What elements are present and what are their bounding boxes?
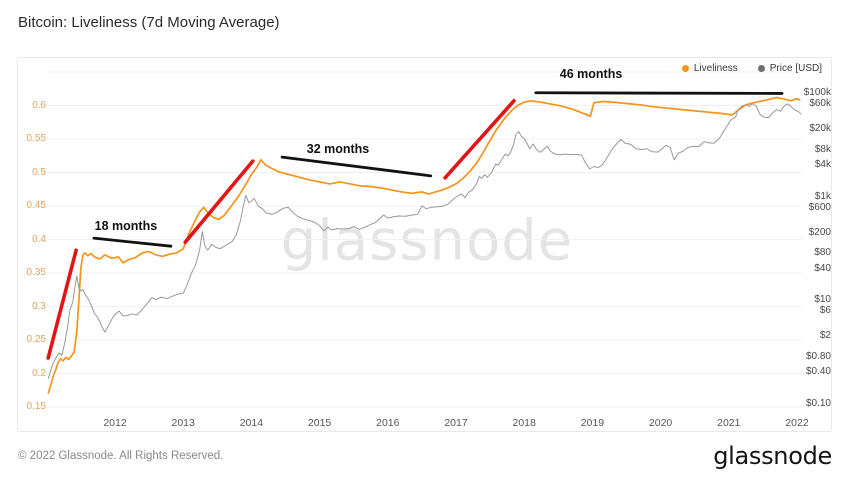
left-axis-tick: 0.3 xyxy=(32,300,46,312)
left-axis-tick: 0.45 xyxy=(26,200,46,211)
legend-label-price: Price [USD] xyxy=(769,63,822,74)
phase-duration-line xyxy=(534,91,784,95)
x-axis-tick: 2022 xyxy=(785,417,809,429)
copyright-text: © 2022 Glassnode. All Rights Reserved. xyxy=(18,450,224,462)
left-axis-tick: 0.5 xyxy=(32,166,46,178)
price-series-dot xyxy=(757,65,765,72)
phase-duration-label: 32 months xyxy=(307,142,370,156)
left-axis-tick: 0.35 xyxy=(26,267,46,278)
x-axis-tick: 2016 xyxy=(376,417,400,429)
red-trend-line xyxy=(46,248,78,360)
left-axis-tick: 0.15 xyxy=(26,401,46,412)
legend-item-price[interactable]: Price [USD] xyxy=(757,63,822,74)
right-axis-tick: $4k xyxy=(814,159,831,171)
x-axis-tick: 2018 xyxy=(512,417,536,429)
glassnode-logo: glassnode xyxy=(713,442,832,470)
x-axis-tick: 2013 xyxy=(171,417,195,429)
x-axis-tick: 2017 xyxy=(444,417,468,429)
right-axis-tick: $10 xyxy=(814,294,831,305)
x-axis-tick: 2021 xyxy=(717,417,741,429)
left-axis-tick: 0.25 xyxy=(26,334,46,345)
phase-duration-line xyxy=(92,236,173,248)
right-axis-tick: $20k xyxy=(809,123,831,135)
phase-duration-label: 18 months xyxy=(95,219,158,233)
series-liveliness xyxy=(47,96,801,394)
right-axis-tick: $1k xyxy=(814,190,831,202)
right-axis-tick: $6 xyxy=(819,305,831,317)
left-axis-tick: 0.2 xyxy=(32,367,46,379)
x-axis-tick: 2014 xyxy=(239,417,264,429)
legend-label-liveliness: Liveliness xyxy=(693,63,738,74)
series-price-usd- xyxy=(47,103,802,379)
liveliness-series-dot xyxy=(681,65,689,72)
phase-duration-line xyxy=(280,155,433,178)
right-axis-tick: $100k xyxy=(803,87,831,98)
right-axis-tick: $600 xyxy=(808,201,831,213)
red-trend-line xyxy=(443,99,516,180)
right-axis-tick: $60k xyxy=(809,98,831,110)
right-axis-tick: $2 xyxy=(819,330,831,342)
glassnode-watermark: glassnode xyxy=(280,208,574,274)
red-trend-line xyxy=(183,159,255,244)
x-axis-tick: 2012 xyxy=(103,417,127,429)
right-axis-tick: $0.40 xyxy=(805,366,831,378)
x-axis-tick: 2020 xyxy=(648,417,673,429)
right-axis-tick: $0.10 xyxy=(805,397,831,409)
legend-item-liveliness[interactable]: Liveliness xyxy=(681,63,738,74)
left-axis-tick: 0.4 xyxy=(32,233,46,245)
chart-legend: Liveliness Price [USD] xyxy=(681,63,822,74)
right-axis-tick: $8k xyxy=(814,143,831,155)
left-axis-tick: 0.6 xyxy=(32,99,46,111)
x-axis-tick: 2015 xyxy=(307,417,332,429)
x-axis-tick: 2019 xyxy=(580,417,605,429)
page-title: Bitcoin: Liveliness (7d Moving Average) xyxy=(18,14,280,31)
left-axis-tick: 0.55 xyxy=(26,133,46,144)
right-axis-tick: $40 xyxy=(814,262,831,274)
right-axis-tick: $200 xyxy=(808,226,831,238)
phase-duration-label: 46 months xyxy=(560,67,623,81)
right-axis-tick: $80 xyxy=(814,247,831,259)
right-axis-tick: $0.80 xyxy=(805,350,831,362)
